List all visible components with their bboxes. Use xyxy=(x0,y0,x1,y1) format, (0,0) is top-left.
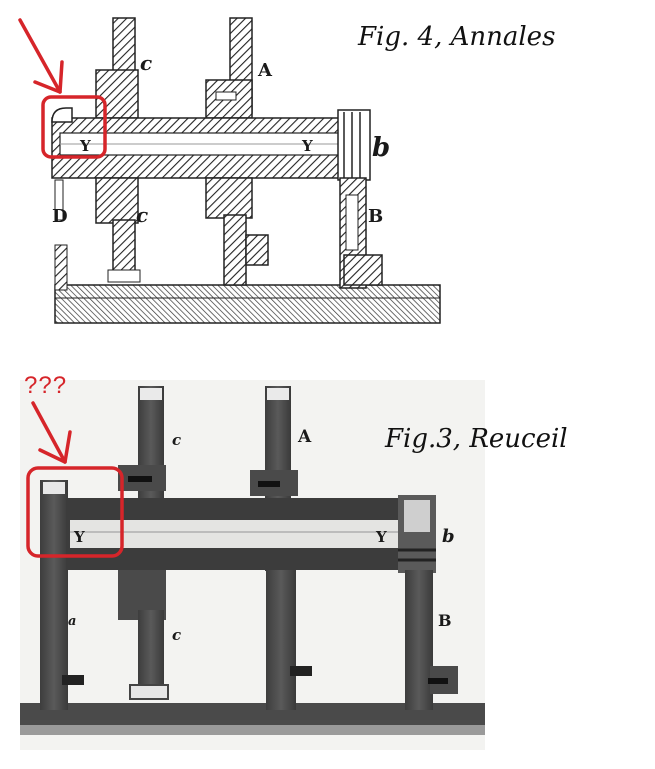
label-A: A xyxy=(257,60,273,81)
arrow-top xyxy=(18,18,62,94)
label-A-bottom: A xyxy=(297,427,312,447)
label-B-bottom: B xyxy=(438,611,452,630)
label-B: B xyxy=(368,206,383,227)
question-annotation: ??? xyxy=(24,372,68,399)
label-b: b xyxy=(372,133,390,163)
base-plate xyxy=(54,284,441,324)
label-b-bottom: b xyxy=(442,526,455,547)
label-a-bottom: a xyxy=(68,614,76,629)
shaft-Y-bottom xyxy=(70,520,406,548)
wheel-c-lower-bottom xyxy=(138,610,164,690)
highlight-box-top xyxy=(41,95,107,159)
label-c-lower: c xyxy=(136,203,148,227)
label-c-upper: c xyxy=(140,51,152,75)
label-Y-right-bottom: Y xyxy=(375,528,387,546)
caption-bottom: Fig.3, Reuceil xyxy=(385,424,568,454)
label-Y-left-bottom: Y xyxy=(73,528,85,546)
post-a xyxy=(40,480,68,710)
wheel-B-bottom xyxy=(405,570,433,710)
label-c-lower-bottom: c xyxy=(172,626,181,644)
highlight-box-bottom xyxy=(26,466,124,558)
base-plate-bottom xyxy=(20,703,485,725)
caption-top: Fig. 4, Annales xyxy=(358,22,556,52)
label-Y-right: Y xyxy=(301,137,313,155)
arrow-bottom xyxy=(31,401,67,464)
label-Y-left: Y xyxy=(79,137,91,155)
label-c-upper-bottom: c xyxy=(172,431,181,449)
label-D: D xyxy=(52,206,68,227)
figure-top-drawing: c A Y Y b D c B xyxy=(51,17,441,324)
